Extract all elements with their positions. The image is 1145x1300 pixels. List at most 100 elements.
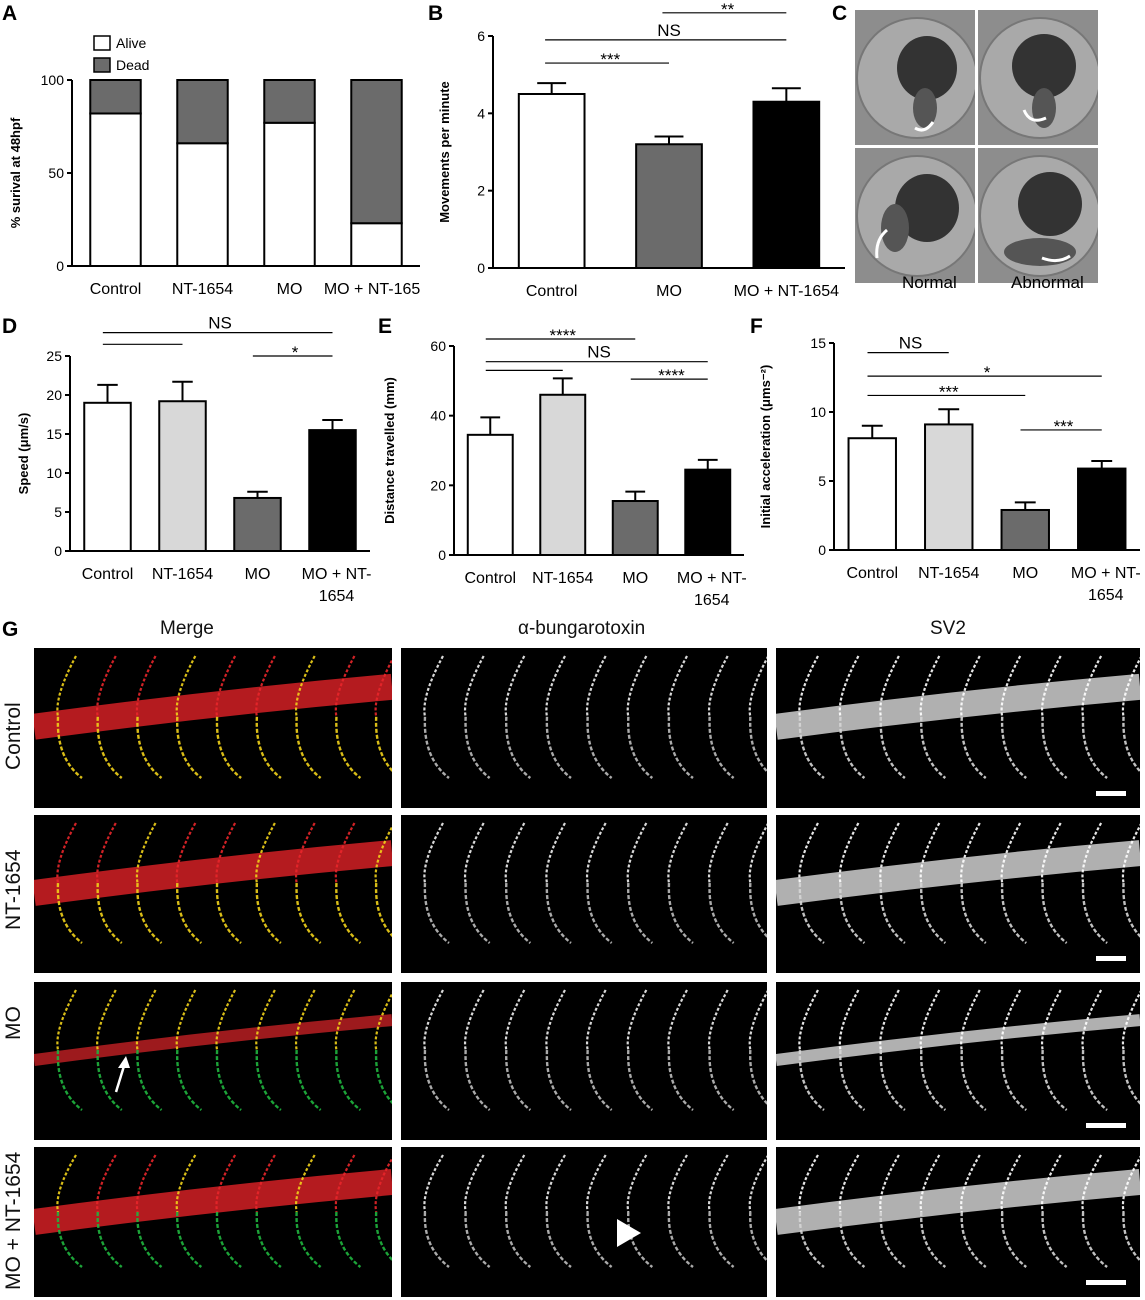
bar bbox=[466, 433, 514, 556]
segment-boundary bbox=[798, 716, 825, 779]
segment-boundary bbox=[627, 1211, 654, 1268]
segment-boundary bbox=[463, 822, 485, 884]
bar bbox=[233, 496, 282, 553]
microscopy-image bbox=[776, 648, 1140, 808]
bar-dead bbox=[350, 79, 403, 225]
y-tick-label: 6 bbox=[477, 28, 485, 44]
significance-label: *** bbox=[939, 382, 959, 401]
segment-boundary bbox=[960, 822, 981, 884]
segment-boundary bbox=[374, 1049, 392, 1105]
segment-boundary bbox=[215, 1211, 242, 1268]
segment-boundary bbox=[585, 1154, 607, 1213]
segment-boundary bbox=[136, 1049, 163, 1111]
segment-boundary bbox=[464, 716, 491, 779]
segment-boundary bbox=[798, 1154, 819, 1213]
y-tick-label: 50 bbox=[48, 165, 64, 181]
segment-boundary bbox=[798, 989, 819, 1051]
segment-boundary bbox=[136, 882, 163, 944]
y-tick-label: 15 bbox=[810, 335, 826, 351]
segment-boundary bbox=[748, 990, 767, 1051]
segment-boundary bbox=[545, 822, 566, 884]
spinal-cord-band bbox=[34, 1169, 392, 1235]
microscopy-image bbox=[34, 1147, 392, 1297]
segment-boundary bbox=[545, 655, 566, 718]
segment-boundary bbox=[626, 822, 648, 884]
microscopy-drawing bbox=[34, 822, 392, 944]
segment-boundary bbox=[464, 882, 491, 944]
segment-boundary bbox=[136, 1211, 163, 1268]
segment-boundary bbox=[1081, 822, 1103, 884]
y-tick-label: 25 bbox=[46, 348, 62, 364]
segment-boundary bbox=[920, 1049, 947, 1111]
bar bbox=[83, 401, 132, 552]
spinal-cord-band bbox=[34, 673, 392, 740]
caption-abnormal: Abnormal bbox=[1011, 273, 1084, 292]
segment-boundary bbox=[586, 1211, 613, 1268]
segment-boundary bbox=[423, 1049, 450, 1111]
segment-boundary bbox=[505, 1211, 532, 1268]
segment-boundary bbox=[294, 655, 316, 718]
column-header-merge: Merge bbox=[160, 618, 214, 639]
segment-boundary bbox=[1041, 882, 1068, 944]
segment-boundary bbox=[960, 716, 987, 779]
segment-boundary bbox=[464, 1211, 491, 1268]
microscopy-image bbox=[401, 815, 767, 973]
segment-boundary bbox=[334, 1154, 356, 1213]
y-axis-label: Initial acceleration (μms⁻²) bbox=[758, 365, 773, 529]
segment-boundary bbox=[1000, 1211, 1027, 1268]
chart-f-acceleration: 0 5 10 15 Initial acceleration (μms⁻²) Contro… bbox=[758, 334, 1141, 604]
y-tick-label: 4 bbox=[477, 105, 485, 121]
segment-boundary bbox=[1122, 1211, 1140, 1262]
bar-dead bbox=[176, 79, 229, 145]
segment-boundary bbox=[423, 1211, 450, 1268]
segment-boundary bbox=[879, 1049, 906, 1111]
arrow-icon bbox=[114, 1065, 126, 1093]
category-label: NT-1654 bbox=[172, 281, 233, 298]
segment-boundary bbox=[960, 655, 981, 718]
segment-boundary bbox=[960, 1154, 981, 1213]
segment-boundary bbox=[215, 716, 242, 779]
microscopy-image bbox=[34, 982, 392, 1140]
category-label: MO + NT-1654 bbox=[734, 283, 839, 300]
segment-boundary bbox=[215, 822, 237, 884]
category-label: MO bbox=[656, 283, 682, 300]
bar bbox=[684, 468, 732, 557]
category-label: 1654 bbox=[694, 592, 730, 609]
category-label: 1654 bbox=[1088, 587, 1124, 604]
segment-boundary bbox=[1081, 882, 1108, 944]
segment-boundary bbox=[879, 882, 906, 944]
segment-boundary bbox=[545, 716, 572, 779]
segment-boundary bbox=[423, 989, 444, 1051]
y-tick-label: 100 bbox=[41, 72, 65, 88]
segment-boundary bbox=[1121, 823, 1140, 884]
bar bbox=[752, 100, 821, 269]
segment-boundary bbox=[626, 655, 648, 718]
y-tick-label: 15 bbox=[46, 426, 62, 442]
segment-boundary bbox=[175, 822, 197, 884]
segment-boundary bbox=[749, 716, 767, 773]
segment-boundary bbox=[839, 882, 866, 944]
segment-boundary bbox=[1121, 1155, 1140, 1213]
scale-bar bbox=[1086, 1280, 1126, 1285]
segment-boundary bbox=[374, 882, 392, 938]
segment-boundary bbox=[919, 1154, 941, 1213]
segment-boundary bbox=[586, 716, 613, 779]
microscopy-drawing bbox=[423, 822, 767, 944]
spinal-cord-band bbox=[776, 840, 1140, 906]
segment-boundary bbox=[749, 1049, 767, 1106]
segment-boundary bbox=[879, 1154, 900, 1213]
segment-boundary bbox=[1000, 1049, 1027, 1111]
segment-boundary bbox=[798, 1211, 825, 1268]
microscopy-drawing bbox=[34, 989, 392, 1111]
segment-boundary bbox=[1121, 990, 1140, 1051]
segment-boundary bbox=[294, 989, 316, 1051]
bar bbox=[308, 429, 357, 552]
segment-boundary bbox=[295, 1049, 322, 1111]
segment-boundary bbox=[423, 1154, 444, 1213]
segment-boundary bbox=[374, 991, 392, 1051]
significance-label: NS bbox=[208, 314, 232, 333]
category-label: NT-1654 bbox=[918, 565, 979, 582]
y-axis-label: Speed (μm/s) bbox=[16, 413, 31, 495]
bar bbox=[924, 423, 974, 551]
segment-boundary bbox=[423, 822, 444, 884]
